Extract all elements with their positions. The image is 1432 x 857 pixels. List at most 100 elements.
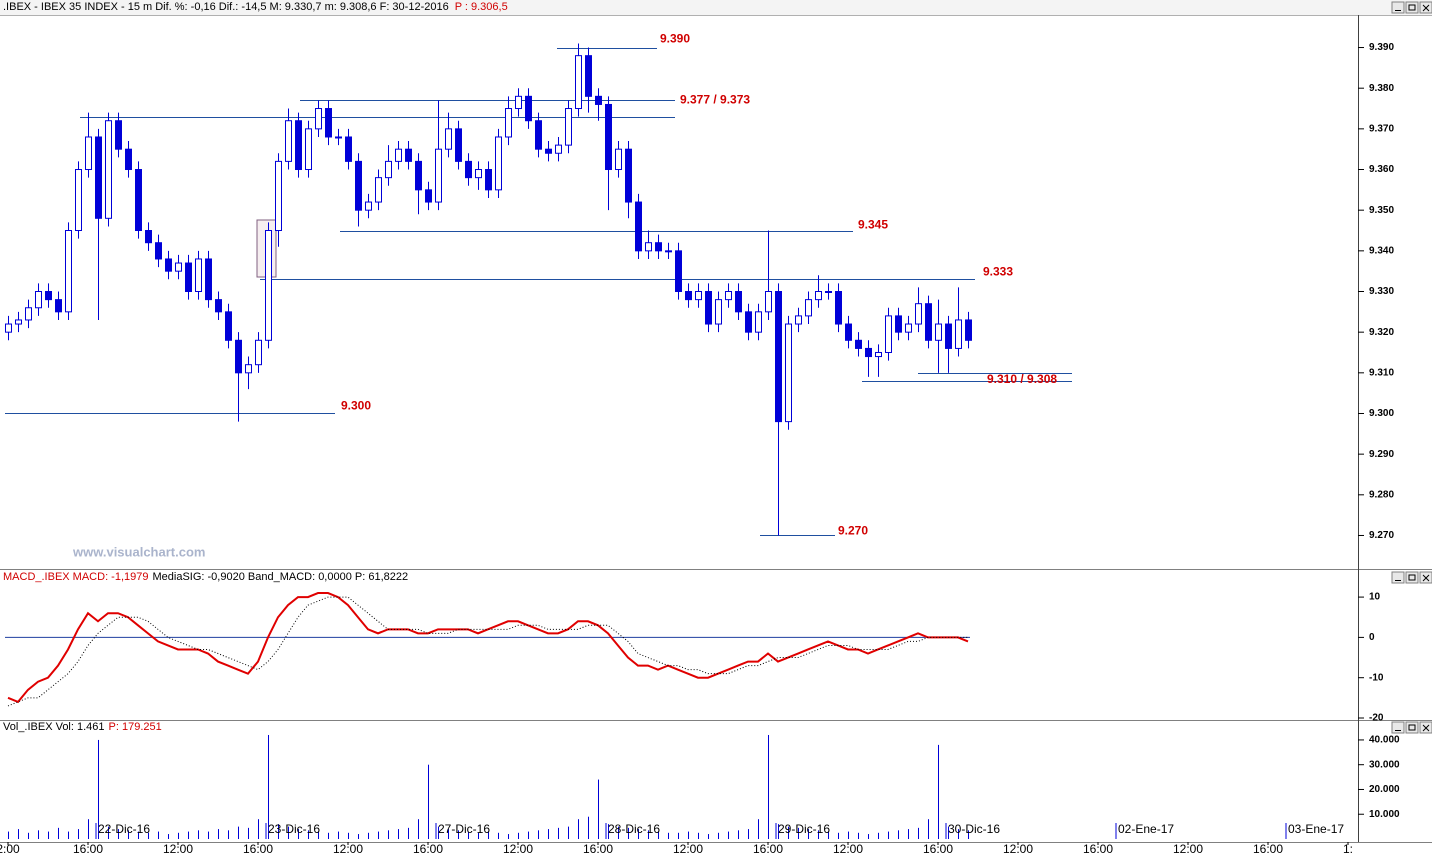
- volume-bar: [718, 832, 719, 839]
- volume-bar: [788, 826, 789, 839]
- volume-bar: [888, 831, 889, 839]
- candle-body: [535, 120, 542, 150]
- last-price: P : 9.306,5: [455, 1, 508, 13]
- level-label: 9.333: [983, 264, 1013, 278]
- price-title: .IBEX - IBEX 35 INDEX - 15 m Dif. %: -0,…: [3, 1, 449, 13]
- candle-body: [575, 55, 582, 110]
- minimize-button[interactable]: [1391, 721, 1405, 734]
- volume-bar: [18, 829, 19, 839]
- volume-bar: [168, 834, 169, 839]
- date-label: 02-Ene-17: [1118, 822, 1174, 836]
- volume-bar: [898, 830, 899, 839]
- macd-title: MACD_.IBEX MACD: -1,1979: [3, 571, 149, 583]
- volume-bar: [868, 834, 869, 839]
- volume-bar: [38, 830, 39, 839]
- candle-body: [475, 169, 482, 179]
- candle-body: [925, 303, 932, 341]
- candle-body: [915, 303, 922, 325]
- volume-bar: [118, 829, 119, 839]
- candle-body: [755, 311, 762, 333]
- candle-body: [545, 148, 552, 154]
- volume-bar: [198, 830, 199, 839]
- x-tick-label: 16:00: [923, 842, 953, 856]
- candle-body: [605, 103, 612, 171]
- date-label: 23-Dic-16: [268, 822, 320, 836]
- y-tick-label: 20.000: [1369, 784, 1400, 795]
- volume-bar: [368, 832, 369, 839]
- minimize-button[interactable]: [1391, 1, 1405, 14]
- volume-header: Vol_.IBEX Vol: 1.461 P: 179.251: [3, 721, 162, 733]
- volume-bar: [858, 832, 859, 839]
- x-tick-label: 16:00: [73, 842, 103, 856]
- volume-bar: [828, 831, 829, 839]
- candle-body: [595, 95, 602, 105]
- candle-body: [135, 169, 142, 232]
- minimize-button[interactable]: [1391, 571, 1405, 584]
- date-label: 27-Dic-16: [438, 822, 490, 836]
- y-tick-label: 9.280: [1369, 489, 1394, 500]
- maximize-button[interactable]: [1405, 571, 1419, 584]
- candle-body: [95, 136, 102, 219]
- x-tick-label: 12:00: [673, 842, 703, 856]
- volume-bar: [518, 832, 519, 839]
- volume-bar: [228, 830, 229, 839]
- volume-bar: [508, 834, 509, 839]
- candle-body: [115, 120, 122, 150]
- y-tick-label: 9.390: [1369, 42, 1394, 53]
- candle-body: [635, 201, 642, 252]
- y-tick-label: 9.330: [1369, 286, 1394, 297]
- volume-bar: [358, 834, 359, 839]
- volume-bar: [208, 831, 209, 839]
- volume-bar: [388, 830, 389, 839]
- candle-body: [385, 160, 392, 179]
- volume-bar: [178, 832, 179, 839]
- volume-bar: [288, 826, 289, 839]
- x-tick-label: 12:00: [1003, 842, 1033, 856]
- candle-body: [515, 95, 522, 110]
- y-tick-label: -10: [1369, 672, 1384, 683]
- candle-body: [495, 136, 502, 191]
- y-tick-label: 9.290: [1369, 449, 1394, 460]
- volume-bar: [458, 830, 459, 839]
- candle-body: [955, 319, 962, 349]
- volume-bar: [318, 831, 319, 839]
- volume-info: P: 179.251: [109, 721, 162, 733]
- candle-body: [835, 291, 842, 325]
- candle-body: [215, 299, 222, 313]
- volume-bar: [878, 832, 879, 839]
- volume-bar: [648, 830, 649, 839]
- volume-bar: [28, 832, 29, 839]
- series-line: [7, 592, 969, 704]
- maximize-button[interactable]: [1405, 1, 1419, 14]
- candle-body: [325, 108, 332, 138]
- candle-body: [695, 291, 702, 301]
- candle-body: [65, 230, 72, 313]
- candle-body: [355, 160, 362, 211]
- volume-bar: [778, 824, 779, 839]
- candle-body: [645, 242, 652, 252]
- volume-bar: [78, 829, 79, 839]
- y-tick-label: -20: [1369, 713, 1384, 724]
- volume-bar: [668, 832, 669, 839]
- volume-bar: [128, 830, 129, 839]
- volume-bar: [768, 734, 769, 839]
- candle-body: [175, 262, 182, 272]
- maximize-button[interactable]: [1405, 721, 1419, 734]
- volume-bar: [958, 829, 959, 839]
- macd-info: MediaSIG: -0,9020 Band_MACD: 0,0000 P: 6…: [153, 571, 409, 583]
- volume-bar: [798, 827, 799, 839]
- volume-bar: [638, 829, 639, 839]
- candle-body: [345, 136, 352, 162]
- volume-bar: [478, 832, 479, 839]
- volume-bar: [818, 830, 819, 839]
- volume-bar: [628, 827, 629, 839]
- volume-bar: [248, 827, 249, 839]
- volume-bar: [448, 829, 449, 839]
- volume-bar: [238, 826, 239, 839]
- date-label: 29-Dic-16: [778, 822, 830, 836]
- volume-bar: [698, 832, 699, 839]
- volume-bar: [328, 832, 329, 839]
- x-tick-label: 12:00: [163, 842, 193, 856]
- volume-bar: [488, 831, 489, 839]
- price-header: .IBEX - IBEX 35 INDEX - 15 m Dif. %: -0,…: [3, 1, 508, 13]
